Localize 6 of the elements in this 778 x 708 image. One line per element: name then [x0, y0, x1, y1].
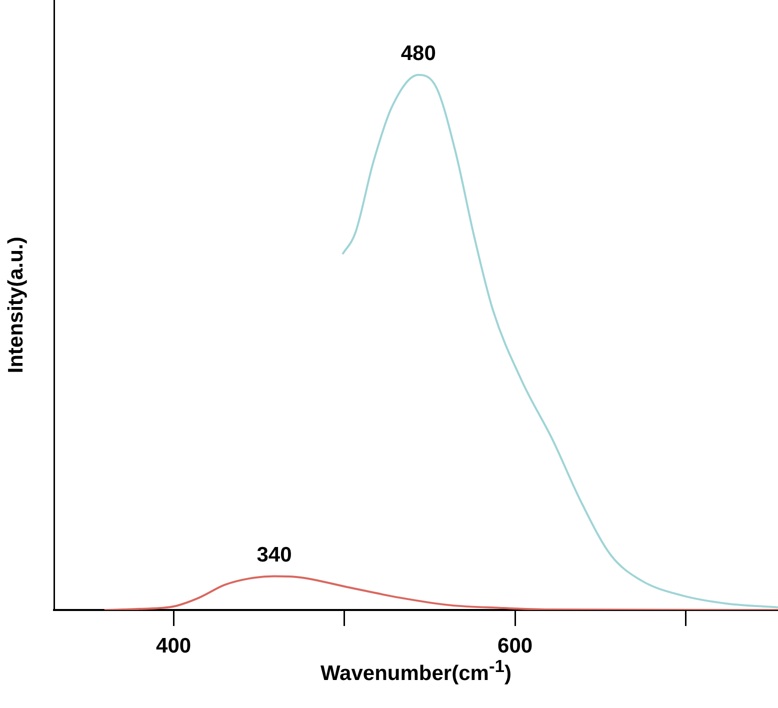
annotation: 340: [256, 544, 292, 567]
x-tick-label: 400: [156, 634, 192, 658]
annotation: 480: [400, 42, 436, 66]
x-axis-title: Wavenumber(cm$^{-1}$): [320, 656, 512, 685]
x-tick-label: 600: [498, 634, 533, 658]
y-axis-title: Intensity(a.u.): [4, 236, 28, 374]
